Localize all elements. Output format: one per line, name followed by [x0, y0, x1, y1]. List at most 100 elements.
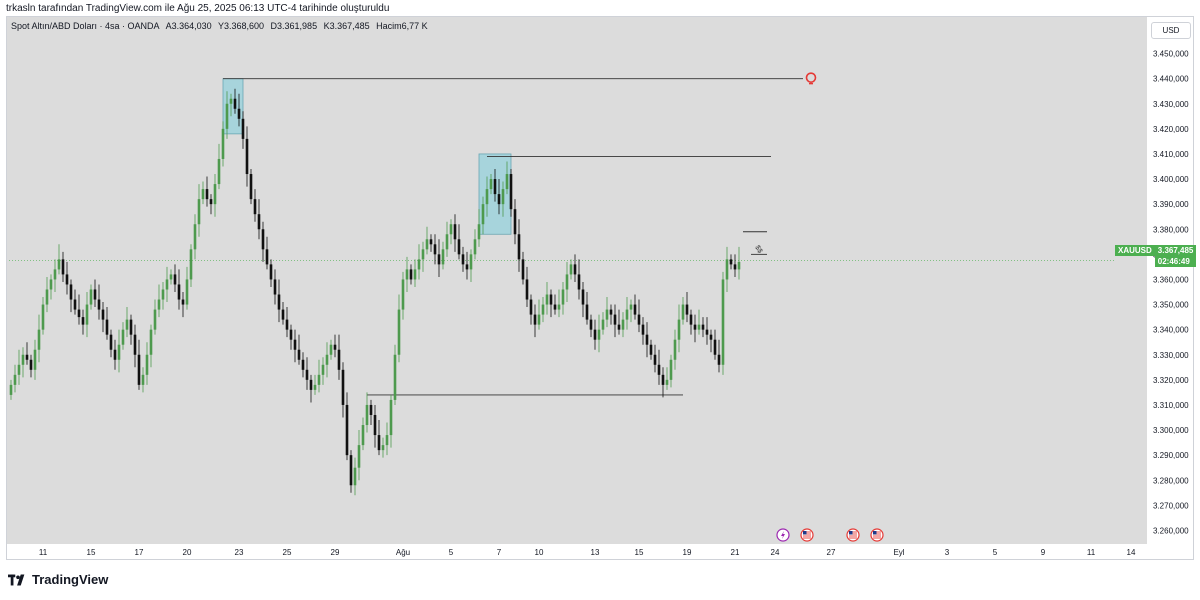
candle-body	[189, 249, 193, 280]
candle-body	[477, 224, 481, 240]
candle-body	[469, 254, 473, 270]
candle-body	[577, 274, 581, 290]
currency-button[interactable]: USD	[1151, 22, 1191, 39]
price-axis-tick: 3.380,000	[1153, 225, 1189, 234]
candle-body	[693, 324, 697, 330]
candle-body	[41, 304, 45, 330]
candle-body	[325, 354, 329, 365]
candle-body	[113, 349, 117, 360]
candle-body	[613, 314, 617, 325]
price-label-symbol: XAUUSD	[1115, 245, 1155, 256]
ohlc-legend: Spot Altın/ABD Doları · 4sa · OANDA A3.3…	[11, 21, 432, 31]
us-flag-event-icon[interactable]	[800, 528, 814, 542]
candle-body	[173, 274, 177, 285]
candle-body	[109, 334, 113, 350]
candle-body	[185, 279, 189, 305]
candle-body	[205, 189, 209, 200]
candle-body	[457, 239, 461, 255]
candle-body	[133, 334, 137, 355]
time-axis-tick: 25	[283, 548, 292, 557]
candle-body	[69, 284, 73, 300]
candle-body	[217, 158, 221, 185]
candle-body	[725, 259, 729, 280]
candle-body	[253, 199, 257, 215]
candle-body	[701, 324, 705, 330]
us-flag-event-icon[interactable]	[870, 528, 884, 542]
candle-body	[649, 344, 653, 355]
candle-body	[213, 184, 217, 205]
candle-body	[289, 329, 293, 340]
candle-body	[573, 264, 577, 275]
candle-body	[177, 284, 181, 300]
chart-svg[interactable]: 3.260,000 3.270,000 3.280,000 3.290,000 3.30…	[7, 17, 1195, 561]
price-axis-tick: 3.390,000	[1153, 200, 1189, 209]
candle-body	[733, 264, 737, 270]
candle-body	[349, 455, 353, 486]
candle-body	[481, 204, 485, 225]
candle-body	[365, 404, 369, 426]
candle-body	[85, 304, 89, 325]
candle-body	[317, 374, 321, 385]
candle-body	[153, 309, 157, 330]
price-axis-tick: 3.340,000	[1153, 326, 1189, 335]
candle-body	[433, 244, 437, 255]
candle-body	[617, 324, 621, 330]
us-flag-event-icon[interactable]	[846, 528, 860, 542]
candle-body	[445, 234, 449, 250]
legend-high: Y3.368,600	[217, 21, 265, 31]
candle-body	[117, 344, 121, 360]
candle-body	[501, 189, 505, 205]
legend-symbol[interactable]: Spot Altın/ABD Doları · 4sa · OANDA	[11, 21, 160, 31]
candle-body	[601, 319, 605, 330]
candle-body	[545, 294, 549, 305]
time-axis-tick: 5	[993, 548, 998, 557]
candle-body	[677, 319, 681, 340]
candle-body	[665, 379, 669, 385]
price-axis-tick: 3.410,000	[1153, 150, 1189, 159]
candle-body	[81, 317, 85, 325]
price-axis-tick: 3.300,000	[1153, 426, 1189, 435]
bulb-alert-icon[interactable]	[805, 72, 817, 83]
candle-body	[241, 118, 245, 139]
candle-body	[565, 274, 569, 290]
time-axis-tick: 29	[331, 548, 340, 557]
time-axis-tick: 21	[731, 548, 740, 557]
candle-body	[149, 329, 153, 355]
time-axis-tick: 24	[771, 548, 780, 557]
candle-body	[449, 224, 453, 235]
candle-body	[137, 354, 141, 385]
candle-body	[605, 309, 609, 320]
candle-body	[129, 319, 133, 335]
candle-body	[425, 239, 429, 250]
tradingview-logo-icon	[8, 574, 25, 585]
chart-frame[interactable]: 3.260,000 3.270,000 3.280,000 3.290,000 3.30…	[6, 16, 1197, 561]
candle-body	[489, 179, 493, 190]
candle-body	[681, 304, 685, 320]
candle-body	[105, 319, 109, 335]
candle-body	[485, 189, 489, 205]
candle-body	[261, 229, 265, 250]
candle-body	[237, 108, 241, 119]
price-axis-tick: 3.320,000	[1153, 376, 1189, 385]
price-axis-tick: 3.330,000	[1153, 351, 1189, 360]
candle-body	[637, 314, 641, 325]
us-flag-canton	[873, 531, 877, 535]
candle-body	[661, 374, 665, 385]
plot-area[interactable]	[7, 17, 1147, 544]
candle-body	[689, 314, 693, 325]
candle-body	[225, 103, 229, 129]
candle-body	[193, 224, 197, 250]
candle-body	[157, 299, 161, 310]
candle-body	[201, 189, 205, 200]
candle-body	[321, 364, 325, 375]
time-axis-tick: 19	[683, 548, 692, 557]
candle-body	[461, 254, 465, 265]
candle-body	[73, 299, 77, 310]
candle-body	[593, 329, 597, 340]
candle-body	[645, 334, 649, 345]
footer-brand: TradingView	[32, 572, 109, 587]
candle-body	[145, 354, 149, 375]
snapshot-caption: trkasln tarafından TradingView.com ile A…	[6, 3, 390, 14]
candle-body	[61, 259, 65, 275]
tradingview-logo[interactable]: TradingView	[8, 572, 108, 587]
